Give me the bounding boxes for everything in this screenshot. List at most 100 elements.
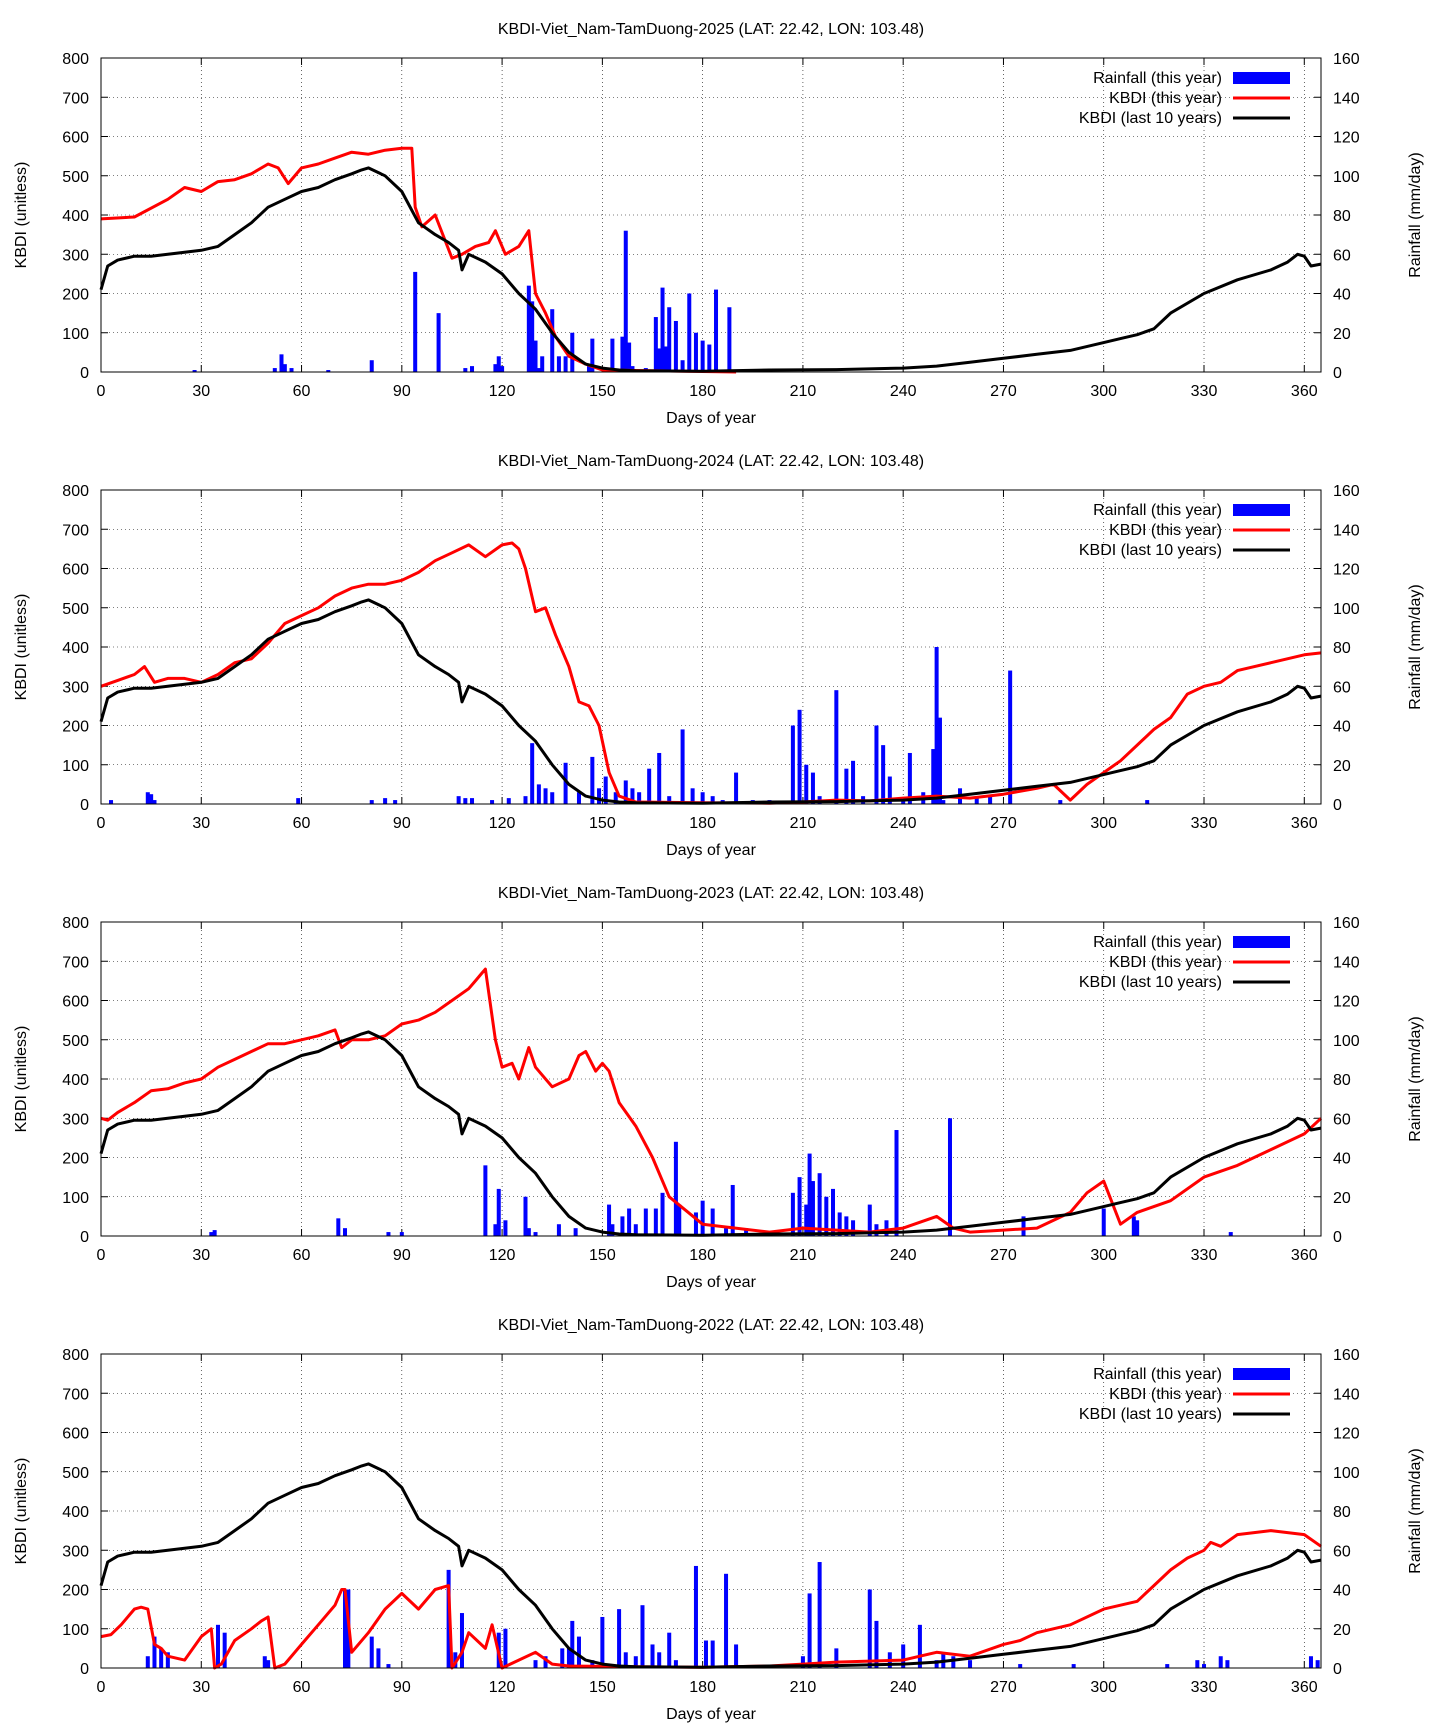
rainfall-bar	[667, 307, 672, 372]
rainfall-bar	[881, 745, 886, 804]
y-tick-label: 100	[62, 758, 89, 775]
rainfall-bar	[496, 356, 501, 372]
x-tick-label: 0	[97, 1679, 106, 1696]
rainfall-bar	[566, 1648, 571, 1668]
rainfall-bar	[800, 1656, 805, 1668]
rainfall-bar	[560, 1648, 565, 1668]
chart-title: KBDI-Viet_Nam-TamDuong-2023 (LAT: 22.42,…	[498, 885, 924, 902]
y-tick-label: 0	[80, 365, 89, 382]
y2-tick-label: 20	[1333, 1622, 1351, 1639]
rainfall-bar	[874, 1620, 879, 1668]
rainfall-bar	[660, 1192, 665, 1236]
rainfall-bar	[550, 792, 555, 804]
rainfall-bar	[603, 776, 608, 804]
x-tick-label: 0	[97, 1247, 106, 1264]
x-tick-label: 270	[990, 815, 1017, 832]
y-tick-label: 600	[62, 130, 89, 147]
y2-tick-label: 40	[1333, 1583, 1351, 1600]
x-tick-label: 180	[689, 815, 716, 832]
y-tick-label: 600	[62, 994, 89, 1011]
kbdi-last-10-years-line	[99, 598, 1322, 805]
rainfall-bar	[640, 1605, 645, 1668]
legend-swatch-rainfall	[1233, 72, 1290, 84]
rainfall-bar	[413, 271, 418, 372]
rainfall-bar	[1021, 1216, 1026, 1236]
legend-label: KBDI (last 10 years)	[1079, 1406, 1222, 1423]
rainfall-bar	[830, 1188, 836, 1236]
rainfall-bar	[637, 792, 642, 804]
y2-tick-label: 80	[1333, 640, 1351, 657]
rainfall-bar	[887, 776, 892, 804]
y-tick-label: 700	[62, 90, 89, 107]
x-tick-label: 60	[293, 383, 311, 400]
x-tick-label: 120	[489, 815, 516, 832]
legend-label: KBDI (this year)	[1109, 1386, 1222, 1403]
x-tick-label: 120	[489, 1679, 516, 1696]
x-tick-label: 90	[393, 1247, 411, 1264]
rainfall-bar	[493, 1224, 498, 1236]
rainfall-bar	[336, 1218, 341, 1236]
rainfall-bar	[563, 762, 568, 804]
y-axis-label: KBDI (unitless)	[13, 594, 30, 701]
y-tick-label: 700	[62, 1386, 89, 1403]
y-tick-label: 400	[62, 640, 89, 657]
rainfall-bar	[526, 285, 531, 372]
x-tick-label: 300	[1090, 815, 1117, 832]
x-tick-label: 240	[890, 1679, 917, 1696]
legend-label: Rainfall (this year)	[1093, 502, 1222, 519]
y-tick-label: 700	[62, 522, 89, 539]
rainfall-bar	[623, 780, 628, 804]
y2-tick-label: 40	[1333, 287, 1351, 304]
y2-tick-label: 100	[1333, 1033, 1360, 1050]
rainfall-bar	[1202, 1664, 1207, 1668]
rainfall-bar	[470, 366, 475, 372]
y-axis-label: KBDI (unitless)	[13, 162, 30, 269]
rainfall-bar	[693, 332, 698, 372]
rainfall-bar	[901, 800, 906, 804]
rainfall-bar	[215, 1624, 220, 1668]
rainfall-bar	[657, 348, 662, 372]
rainfall-bar	[266, 1660, 271, 1668]
x-tick-label: 270	[990, 383, 1017, 400]
rainfall-bar	[1008, 670, 1013, 804]
rainfall-bar	[289, 368, 294, 372]
y2-tick-label: 160	[1333, 51, 1360, 68]
y-tick-label: 600	[62, 1426, 89, 1443]
y-tick-label: 200	[62, 1583, 89, 1600]
y2-tick-label: 160	[1333, 1347, 1360, 1364]
y2-axis-label: Rainfall (mm/day)	[1407, 152, 1424, 277]
rainfall-bar	[727, 307, 732, 372]
y2-tick-label: 120	[1333, 1426, 1360, 1443]
y-tick-label: 200	[62, 719, 89, 736]
x-tick-label: 90	[393, 1679, 411, 1696]
rainfall-bar	[834, 690, 839, 804]
rainfall-bar	[1218, 1656, 1223, 1668]
x-tick-label: 120	[489, 383, 516, 400]
y-tick-label: 800	[62, 51, 89, 68]
rainfall-bar	[570, 1620, 575, 1668]
rainfall-bar	[272, 368, 277, 372]
rainfall-bar	[941, 800, 946, 804]
y2-tick-label: 160	[1333, 915, 1360, 932]
kbdi-last-10-years-line	[99, 1462, 1322, 1669]
y-tick-label: 0	[80, 797, 89, 814]
x-axis-label: Days of year	[666, 842, 756, 859]
rainfall-bar	[623, 230, 628, 372]
rainfall-bar	[1165, 1664, 1170, 1668]
y-axis-label: KBDI (unitless)	[13, 1026, 30, 1133]
y-tick-label: 100	[62, 1622, 89, 1639]
rainfall-bar	[490, 800, 495, 804]
x-tick-label: 210	[790, 1247, 817, 1264]
rainfall-bar	[536, 784, 541, 804]
rainfall-bar	[503, 1628, 508, 1668]
rainfall-bar	[710, 1640, 715, 1668]
y-tick-label: 800	[62, 915, 89, 932]
y-tick-label: 300	[62, 247, 89, 264]
rainfall-bar	[797, 709, 802, 804]
y2-tick-label: 20	[1333, 758, 1351, 775]
x-tick-label: 330	[1191, 1247, 1218, 1264]
rainfall-bar	[597, 788, 602, 804]
rainfall-bar	[947, 1118, 952, 1236]
rainfall-bar	[790, 1192, 795, 1236]
